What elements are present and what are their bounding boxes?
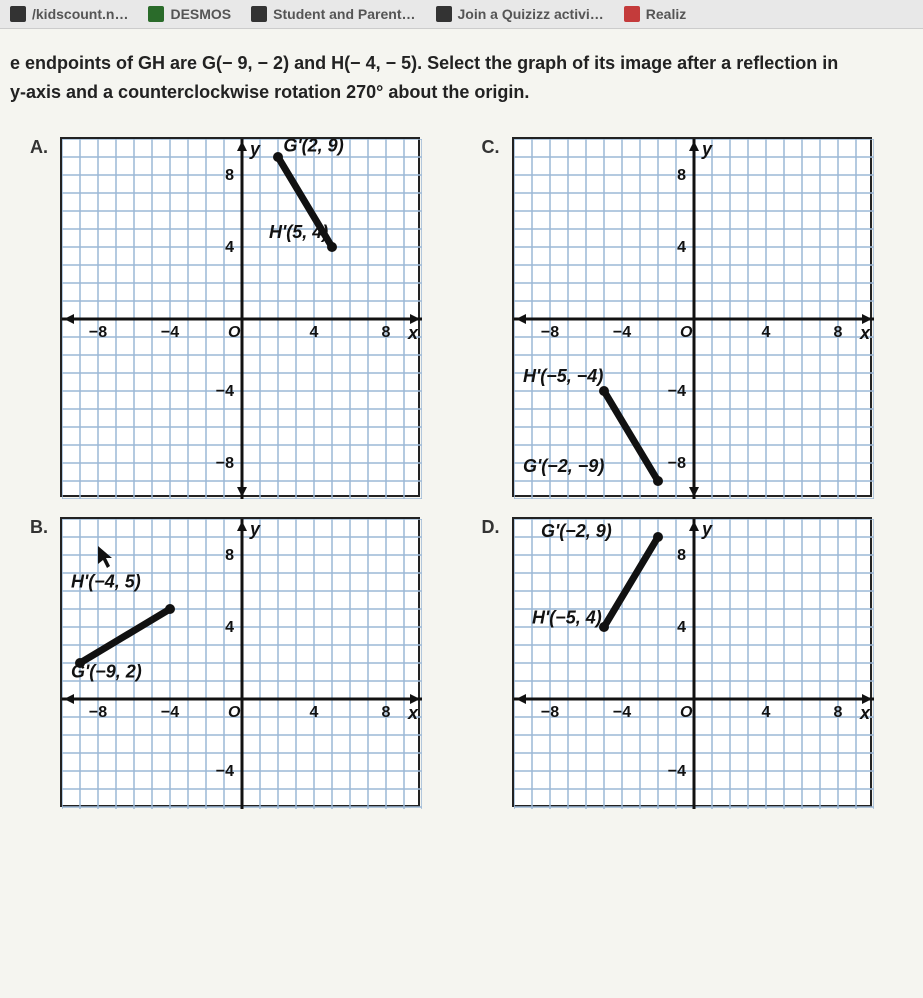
bookmark-item[interactable]: Realiz: [624, 6, 686, 22]
svg-text:G'(−2, 9): G'(−2, 9): [541, 521, 612, 541]
svg-text:O: O: [680, 324, 693, 341]
svg-text:8: 8: [833, 704, 842, 721]
svg-text:4: 4: [761, 324, 770, 341]
svg-text:O: O: [680, 704, 693, 721]
svg-text:x: x: [407, 323, 419, 343]
bookmark-item[interactable]: Student and Parent…: [251, 6, 415, 22]
option-label: C.: [482, 137, 502, 497]
svg-text:H'(5, 4): H'(5, 4): [269, 222, 328, 242]
svg-text:O: O: [228, 324, 241, 341]
svg-text:8: 8: [382, 704, 391, 721]
svg-text:−4: −4: [216, 763, 234, 780]
question-text: e endpoints of GH are G(− 9, − 2) and H(…: [0, 29, 923, 117]
svg-text:H'(−5, 4): H'(−5, 4): [532, 607, 602, 627]
svg-text:G'(−2, −9): G'(−2, −9): [523, 456, 604, 476]
svg-text:−4: −4: [612, 704, 630, 721]
svg-text:4: 4: [310, 324, 319, 341]
favicon-icon: [10, 6, 26, 22]
option-label: A.: [30, 137, 50, 497]
option-b[interactable]: B. −8 −4 −4 4 4 8 8 Ox y G'(−9, 2) H'(−4, 5): [30, 517, 442, 877]
bookmark-label: Join a Quizizz activi…: [458, 6, 604, 22]
svg-text:4: 4: [310, 704, 319, 721]
option-label: D.: [482, 517, 502, 877]
svg-text:x: x: [407, 703, 419, 723]
svg-text:8: 8: [225, 547, 234, 564]
svg-text:y: y: [701, 139, 713, 159]
svg-text:8: 8: [382, 324, 391, 341]
favicon-icon: [436, 6, 452, 22]
svg-text:−4: −4: [216, 383, 234, 400]
svg-text:−8: −8: [540, 704, 558, 721]
svg-text:−8: −8: [216, 455, 234, 472]
bookmark-label: Realiz: [646, 6, 686, 22]
svg-text:G'(2, 9): G'(2, 9): [283, 139, 343, 156]
svg-text:8: 8: [833, 324, 842, 341]
favicon-icon: [148, 6, 164, 22]
svg-text:4: 4: [761, 704, 770, 721]
bookmark-label: Student and Parent…: [273, 6, 415, 22]
svg-text:x: x: [859, 703, 871, 723]
option-a[interactable]: A. −8 −8 −4 −4 4 4 8 8 Ox y G'(2, 9) H'(5, 4): [30, 137, 442, 497]
svg-text:y: y: [249, 139, 261, 159]
svg-text:H'(−5, −4): H'(−5, −4): [523, 366, 603, 386]
svg-text:8: 8: [677, 167, 686, 184]
svg-text:−4: −4: [161, 324, 179, 341]
bookmark-item[interactable]: Join a Quizizz activi…: [436, 6, 604, 22]
graph-c: −8 −8 −4 −4 4 4 8 8 Ox y G'(−2, −9) H'(−5, −4): [512, 137, 872, 497]
svg-text:x: x: [859, 323, 871, 343]
option-label: B.: [30, 517, 50, 877]
graph-d: −8 −4 −4 4 4 8 8 Ox y G'(−2, 9) H'(−5, 4): [512, 517, 872, 807]
svg-text:O: O: [228, 704, 241, 721]
svg-text:−4: −4: [667, 383, 685, 400]
graph-b: −8 −4 −4 4 4 8 8 Ox y G'(−9, 2) H'(−4, 5): [60, 517, 420, 807]
bookmarks-bar: /kidscount.n… DESMOS Student and Parent……: [0, 0, 923, 29]
svg-text:−4: −4: [161, 704, 179, 721]
svg-text:8: 8: [677, 547, 686, 564]
bookmark-label: DESMOS: [170, 6, 231, 22]
svg-text:−8: −8: [89, 704, 107, 721]
option-d[interactable]: D. −8 −4 −4 4 4 8 8 Ox y G'(−2, 9) H'(−5, 4): [482, 517, 894, 877]
favicon-icon: [624, 6, 640, 22]
question-line: e endpoints of GH are G(− 9, − 2) and H(…: [10, 53, 838, 73]
bookmark-item[interactable]: /kidscount.n…: [10, 6, 128, 22]
svg-text:y: y: [701, 519, 713, 539]
svg-text:4: 4: [677, 619, 686, 636]
svg-text:−8: −8: [667, 455, 685, 472]
question-line: y-axis and a counterclockwise rotation 2…: [10, 82, 529, 102]
svg-text:4: 4: [677, 239, 686, 256]
graph-a: −8 −8 −4 −4 4 4 8 8 Ox y G'(2, 9) H'(5, 4): [60, 137, 420, 497]
bookmark-label: /kidscount.n…: [32, 6, 128, 22]
svg-text:−8: −8: [540, 324, 558, 341]
svg-text:y: y: [249, 519, 261, 539]
options-grid: A. −8 −8 −4 −4 4 4 8 8 Ox y G'(2, 9) H'(5, 4) C. −8…: [0, 117, 923, 897]
svg-text:−4: −4: [667, 763, 685, 780]
svg-text:4: 4: [225, 239, 234, 256]
option-c[interactable]: C. −8 −8 −4 −4 4 4 8 8 Ox y G'(−2, −9) H'(−5, −4): [482, 137, 894, 497]
svg-text:−8: −8: [89, 324, 107, 341]
svg-text:H'(−4, 5): H'(−4, 5): [71, 571, 141, 591]
svg-text:4: 4: [225, 619, 234, 636]
bookmark-item[interactable]: DESMOS: [148, 6, 231, 22]
svg-text:8: 8: [225, 167, 234, 184]
svg-text:−4: −4: [612, 324, 630, 341]
svg-text:G'(−9, 2): G'(−9, 2): [71, 661, 142, 681]
favicon-icon: [251, 6, 267, 22]
